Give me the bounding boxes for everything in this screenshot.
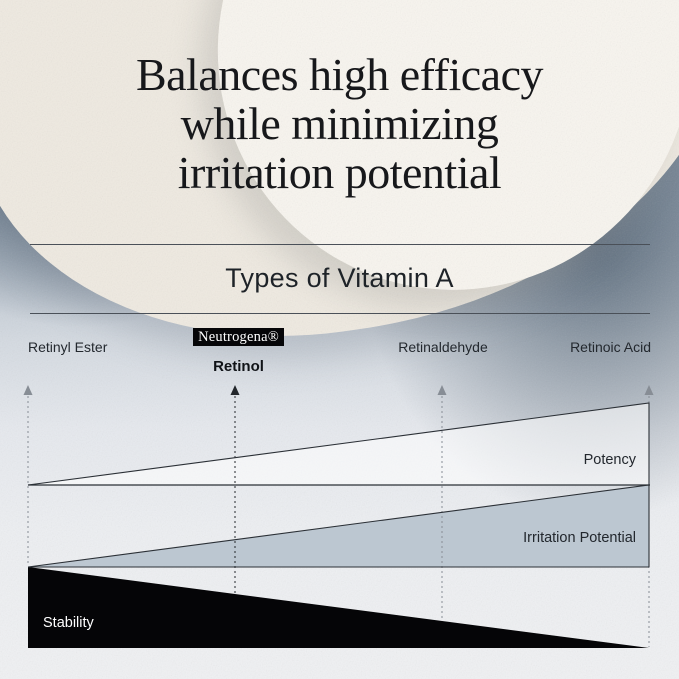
up-arrow-icon-retinoic xyxy=(644,385,654,395)
page-title: Balances high efficacy while minimizing … xyxy=(0,50,679,197)
axis-label-retinaldehyde: Retinaldehyde xyxy=(398,339,488,355)
page-title-line-3: irritation potential xyxy=(177,147,502,198)
neutrogena-logo-text: Neutrogena® xyxy=(198,328,279,345)
divider-bottom xyxy=(30,313,650,314)
axis-label-retinol: Retinol xyxy=(213,358,264,375)
up-arrow-icon-retinol xyxy=(230,385,240,395)
axis-label-retinoic-acid: Retinoic Acid xyxy=(570,339,651,355)
irritation-potential-label: Irritation Potential xyxy=(523,530,636,546)
axis-label-retinyl-ester: Retinyl Ester xyxy=(28,339,108,355)
section-heading: Types of Vitamin A xyxy=(225,263,454,293)
divider-top xyxy=(30,244,650,245)
up-arrow-icon-retinaldehyde xyxy=(437,385,447,395)
up-arrow-icon-retinyl xyxy=(23,385,33,395)
potency-label: Potency xyxy=(583,452,636,468)
page-title-line-1: Balances high efficacy xyxy=(135,49,544,100)
stability-wedge xyxy=(28,567,649,648)
neutrogena-logo: Neutrogena® xyxy=(193,328,284,346)
page-title-line-2: while minimizing xyxy=(180,98,499,149)
stability-label: Stability xyxy=(43,615,94,631)
